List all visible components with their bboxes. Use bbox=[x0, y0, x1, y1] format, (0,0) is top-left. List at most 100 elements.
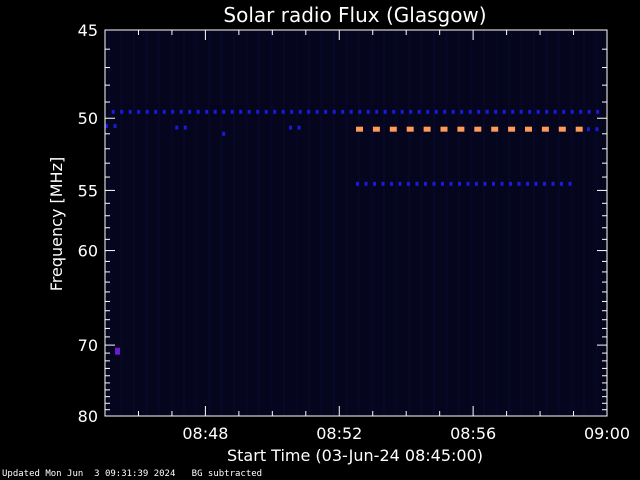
x-tick-label: 09:00 bbox=[584, 424, 630, 443]
weak-signal-burst bbox=[222, 131, 226, 136]
x-axis-label: Start Time (03-Jun-24 08:45:00) bbox=[227, 446, 483, 465]
background-streak bbox=[508, 30, 510, 416]
background-streak bbox=[195, 30, 198, 416]
weak-signal-burst bbox=[451, 109, 455, 114]
weak-signal-burst bbox=[570, 109, 574, 114]
background-streak bbox=[408, 30, 410, 416]
weak-signal-burst bbox=[366, 109, 370, 114]
weak-signal-burst bbox=[492, 181, 495, 186]
weak-signal-burst bbox=[113, 124, 117, 129]
signal-spot bbox=[115, 347, 121, 355]
weak-signal-burst bbox=[358, 109, 362, 114]
background-streak bbox=[433, 30, 435, 416]
weak-signal-burst bbox=[332, 109, 336, 114]
weak-signal-burst bbox=[120, 109, 124, 114]
weak-signal-burst bbox=[432, 181, 436, 186]
x-tick-label: 08:52 bbox=[316, 424, 362, 443]
weak-signal-burst bbox=[400, 109, 404, 114]
weak-signal-burst bbox=[381, 181, 385, 186]
y-axis-label: Frequency [MHz] bbox=[47, 157, 66, 291]
chart-title: Solar radio Flux (Glasgow) bbox=[223, 3, 486, 27]
strong-signal-burst bbox=[423, 126, 431, 132]
strong-signal-burst bbox=[508, 126, 516, 132]
background-streak bbox=[145, 30, 148, 416]
weak-signal-burst bbox=[179, 109, 183, 114]
y-tick-label: 70 bbox=[78, 336, 98, 355]
weak-signal-burst bbox=[545, 109, 549, 114]
weak-signal-burst bbox=[188, 109, 192, 114]
weak-signal-burst bbox=[375, 109, 379, 114]
weak-signal-burst bbox=[441, 181, 444, 186]
background-streak bbox=[583, 30, 585, 416]
background-streak bbox=[320, 30, 323, 416]
weak-signal-burst bbox=[356, 181, 359, 186]
weak-signal-burst bbox=[324, 109, 328, 114]
weak-signal-burst bbox=[390, 181, 393, 186]
background-streak bbox=[308, 30, 310, 416]
weak-signal-burst bbox=[568, 181, 572, 186]
weak-signal-burst bbox=[483, 181, 487, 186]
background-streak bbox=[283, 30, 285, 416]
y-tick-label: 55 bbox=[78, 181, 98, 200]
weak-signal-burst bbox=[466, 181, 470, 186]
strong-signal-burst bbox=[474, 126, 482, 132]
weak-signal-burst bbox=[477, 109, 481, 114]
plot-frame bbox=[104, 29, 608, 417]
plot-area bbox=[105, 30, 607, 416]
weak-signal-burst bbox=[247, 109, 251, 114]
strong-signal-burst bbox=[356, 126, 363, 132]
background-streak bbox=[558, 30, 560, 416]
weak-signal-burst bbox=[341, 109, 345, 114]
background-streak bbox=[120, 30, 123, 416]
y-tick-label: 60 bbox=[78, 242, 98, 261]
weak-signal-burst bbox=[297, 125, 301, 130]
weak-signal-burst bbox=[415, 181, 419, 186]
footer-status: Updated Mon Jun 3 09:31:39 2024 BG subtr… bbox=[2, 469, 262, 479]
weak-signal-burst bbox=[543, 181, 546, 186]
weak-signal-burst bbox=[511, 109, 515, 114]
weak-signal-burst bbox=[154, 109, 158, 114]
weak-signal-burst bbox=[111, 109, 115, 114]
weak-signal-burst bbox=[407, 181, 410, 186]
weak-signal-burst bbox=[281, 109, 285, 114]
weak-signal-burst bbox=[579, 109, 583, 114]
weak-signal-burst bbox=[560, 181, 563, 186]
x-tick-label: 08:56 bbox=[450, 424, 496, 443]
weak-signal-burst bbox=[586, 127, 590, 132]
weak-signal-burst bbox=[409, 109, 413, 114]
background-streak bbox=[220, 30, 223, 416]
background-streak bbox=[245, 30, 248, 416]
weak-signal-burst bbox=[171, 109, 175, 114]
background-streak bbox=[395, 30, 398, 416]
weak-signal-burst bbox=[196, 109, 200, 114]
weak-signal-burst bbox=[205, 109, 209, 114]
background-streak bbox=[545, 30, 548, 416]
weak-signal-burst bbox=[519, 109, 523, 114]
weak-signal-burst bbox=[213, 109, 217, 114]
weak-signal-burst bbox=[562, 109, 566, 114]
weak-signal-burst bbox=[364, 181, 368, 186]
weak-signal-burst bbox=[183, 125, 187, 130]
weak-signal-burst bbox=[553, 109, 557, 114]
background-streak bbox=[595, 30, 598, 416]
strong-signal-burst bbox=[457, 126, 465, 132]
background-streak bbox=[458, 30, 460, 416]
weak-signal-burst bbox=[458, 181, 461, 186]
weak-signal-burst bbox=[517, 181, 521, 186]
background-streak bbox=[570, 30, 573, 416]
y-tick-label: 80 bbox=[78, 407, 98, 426]
strong-signal-burst bbox=[440, 126, 448, 132]
weak-signal-burst bbox=[383, 109, 387, 114]
weak-signal-burst bbox=[128, 109, 132, 114]
weak-signal-burst bbox=[434, 109, 438, 114]
plot-background bbox=[105, 30, 607, 416]
background-streak bbox=[133, 30, 135, 416]
weak-signal-burst bbox=[373, 181, 376, 186]
weak-signal-burst bbox=[222, 109, 226, 114]
weak-signal-burst bbox=[264, 109, 268, 114]
background-streak bbox=[470, 30, 473, 416]
weak-signal-burst bbox=[595, 127, 599, 132]
weak-signal-burst bbox=[298, 109, 302, 114]
weak-signal-burst bbox=[289, 125, 293, 130]
weak-signal-burst bbox=[162, 109, 166, 114]
